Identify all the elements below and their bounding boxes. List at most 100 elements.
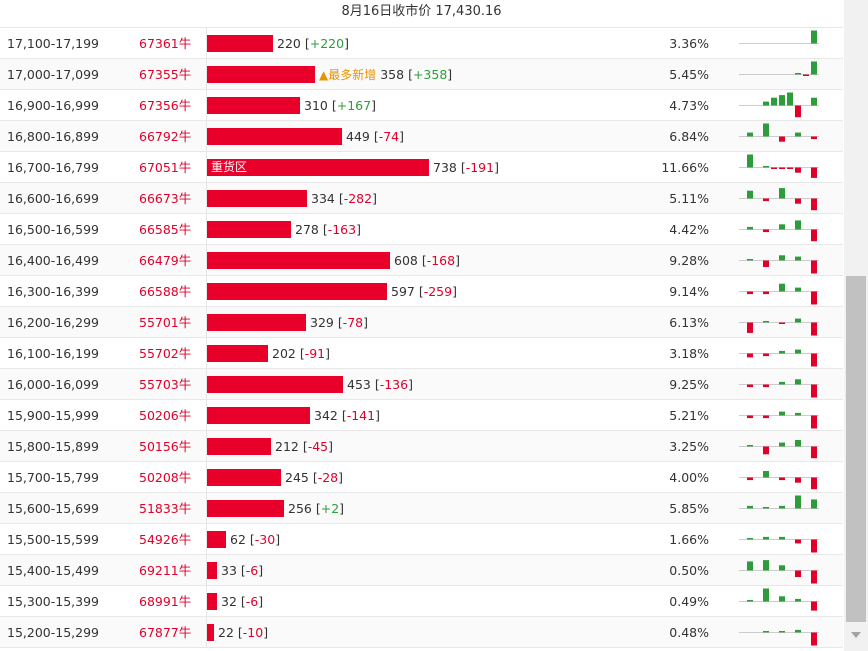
change-sparkline <box>739 188 819 211</box>
change-sparkline <box>739 411 819 429</box>
sparkline-bar <box>811 167 817 178</box>
table-row[interactable]: 16,700-16,799 67051牛 重货区 738 [-191] 11.66% <box>0 152 843 183</box>
volume-change: -259 <box>423 284 453 299</box>
table-row[interactable]: 15,400-15,499 69211牛 33 [-6] 0.50% <box>0 555 843 586</box>
table-row[interactable]: 16,800-16,899 66792牛 449 [-74] 6.84% <box>0 121 843 152</box>
price-range: 15,800-15,899 <box>7 439 99 454</box>
percentage: 3.18% <box>669 346 709 361</box>
percentage: 4.73% <box>669 98 709 113</box>
sparkline-bar <box>763 536 769 540</box>
volume-value: 738 [-191] <box>433 160 499 175</box>
volume-number: 449 <box>346 129 370 144</box>
warrant-code[interactable]: 55703牛 <box>139 377 192 392</box>
warrant-code[interactable]: 66673牛 <box>139 191 192 206</box>
change-sparkline <box>739 92 819 118</box>
sparkline-bar <box>779 283 785 292</box>
table-row[interactable]: 15,500-15,599 54926牛 62 [-30] 1.66% <box>0 524 843 555</box>
change-sparkline <box>739 560 819 584</box>
table-row[interactable]: 17,000-17,099 67355牛 ▲最多新增 358 [+358] 5.45% <box>0 59 843 90</box>
volume-number: 597 <box>391 284 415 299</box>
sparkline-bar <box>811 260 817 274</box>
price-range: 17,100-17,199 <box>7 36 99 51</box>
volume-change: -91 <box>304 346 326 361</box>
volume-value: 62 [-30] <box>230 532 281 547</box>
warrant-code[interactable]: 50206牛 <box>139 408 192 423</box>
warrant-code[interactable]: 51833牛 <box>139 501 192 516</box>
table-row[interactable]: 15,200-15,299 67877牛 22 [-10] 0.48% <box>0 617 843 648</box>
volume-change: -141 <box>346 408 376 423</box>
sparkline-bar <box>763 446 769 455</box>
volume-bar <box>207 345 268 362</box>
warrant-code[interactable]: 50208牛 <box>139 470 192 485</box>
change-sparkline <box>739 440 819 459</box>
sparkline-bar <box>811 477 817 490</box>
table-row[interactable]: 16,000-16,099 55703牛 453 [-136] 9.25% <box>0 369 843 400</box>
table-row[interactable]: 16,400-16,499 66479牛 608 [-168] 9.28% <box>0 245 843 276</box>
change-sparkline <box>739 123 819 142</box>
warrant-code[interactable]: 67361牛 <box>139 36 192 51</box>
sparkline-bar <box>795 256 801 261</box>
warrant-code[interactable]: 66792牛 <box>139 129 192 144</box>
warrant-code[interactable]: 68991牛 <box>139 594 192 609</box>
warrant-code[interactable]: 67356牛 <box>139 98 192 113</box>
volume-value: 202 [-91] <box>272 346 331 361</box>
volume-bar <box>207 500 284 517</box>
warrant-code[interactable]: 66588牛 <box>139 284 192 299</box>
sparkline-bar <box>747 154 753 168</box>
warrant-code[interactable]: 67355牛 <box>139 67 192 82</box>
sparkline-bar <box>763 471 769 478</box>
sparkline-bar <box>811 322 817 336</box>
scroll-down-arrow-icon[interactable] <box>851 632 861 638</box>
scrollbar-thumb[interactable] <box>846 276 866 622</box>
volume-change: +358 <box>412 67 448 82</box>
warrant-code[interactable]: 55701牛 <box>139 315 192 330</box>
change-sparkline <box>739 220 819 242</box>
sparkline-bar <box>811 136 817 140</box>
volume-bar <box>207 624 214 641</box>
warrant-code[interactable]: 69211牛 <box>139 563 192 578</box>
table-row[interactable]: 15,600-15,699 51833牛 256 [+2] 5.85% <box>0 493 843 524</box>
column-divider <box>206 90 207 121</box>
sparkline-bar <box>763 415 769 419</box>
table-row[interactable]: 15,300-15,399 68991牛 32 [-6] 0.49% <box>0 586 843 617</box>
price-range: 16,700-16,799 <box>7 160 99 175</box>
volume-bar <box>207 252 390 269</box>
sparkline-bar <box>747 384 753 388</box>
sparkline-bar <box>747 322 753 333</box>
warrant-code[interactable]: 66585牛 <box>139 222 192 237</box>
table-row[interactable]: 16,600-16,699 66673牛 334 [-282] 5.11% <box>0 183 843 214</box>
column-divider <box>206 493 207 524</box>
percentage: 0.50% <box>669 563 709 578</box>
volume-change: -10 <box>242 625 264 640</box>
volume-change: -78 <box>342 315 364 330</box>
change-sparkline <box>739 283 819 305</box>
table-row[interactable]: 16,300-16,399 66588牛 597 [-259] 9.14% <box>0 276 843 307</box>
column-divider <box>206 462 207 493</box>
warrant-code[interactable]: 55702牛 <box>139 346 192 361</box>
table-row[interactable]: 15,800-15,899 50156牛 212 [-45] 3.25% <box>0 431 843 462</box>
sparkline-bar <box>747 538 753 540</box>
table-row[interactable]: 16,500-16,599 66585牛 278 [-163] 4.42% <box>0 214 843 245</box>
table-row[interactable]: 16,100-16,199 55702牛 202 [-91] 3.18% <box>0 338 843 369</box>
volume-bar <box>207 593 217 610</box>
warrant-code[interactable]: 54926牛 <box>139 532 192 547</box>
table-row[interactable]: 16,900-16,999 67356牛 310 [+167] 4.73% <box>0 90 843 121</box>
volume-change: -282 <box>343 191 373 206</box>
column-divider <box>206 245 207 276</box>
warrant-code[interactable]: 50156牛 <box>139 439 192 454</box>
sparkline-bar <box>763 123 769 137</box>
column-divider <box>206 431 207 462</box>
change-sparkline <box>739 471 819 490</box>
table-row[interactable]: 15,700-15,799 50208牛 245 [-28] 4.00% <box>0 462 843 493</box>
volume-number: 608 <box>394 253 418 268</box>
warrant-code[interactable]: 66479牛 <box>139 253 192 268</box>
warrant-code[interactable]: 67051牛 <box>139 160 192 175</box>
scrollbar[interactable] <box>844 0 868 651</box>
table-row[interactable]: 15,900-15,999 50206牛 342 [-141] 5.21% <box>0 400 843 431</box>
column-divider <box>206 524 207 555</box>
table-row[interactable]: 17,100-17,199 67361牛 220 [+220] 3.36% <box>0 28 843 59</box>
table-row[interactable]: 16,200-16,299 55701牛 329 [-78] 6.13% <box>0 307 843 338</box>
sparkline-bar <box>795 318 801 323</box>
volume-number: 310 <box>304 98 328 113</box>
warrant-code[interactable]: 67877牛 <box>139 625 192 640</box>
